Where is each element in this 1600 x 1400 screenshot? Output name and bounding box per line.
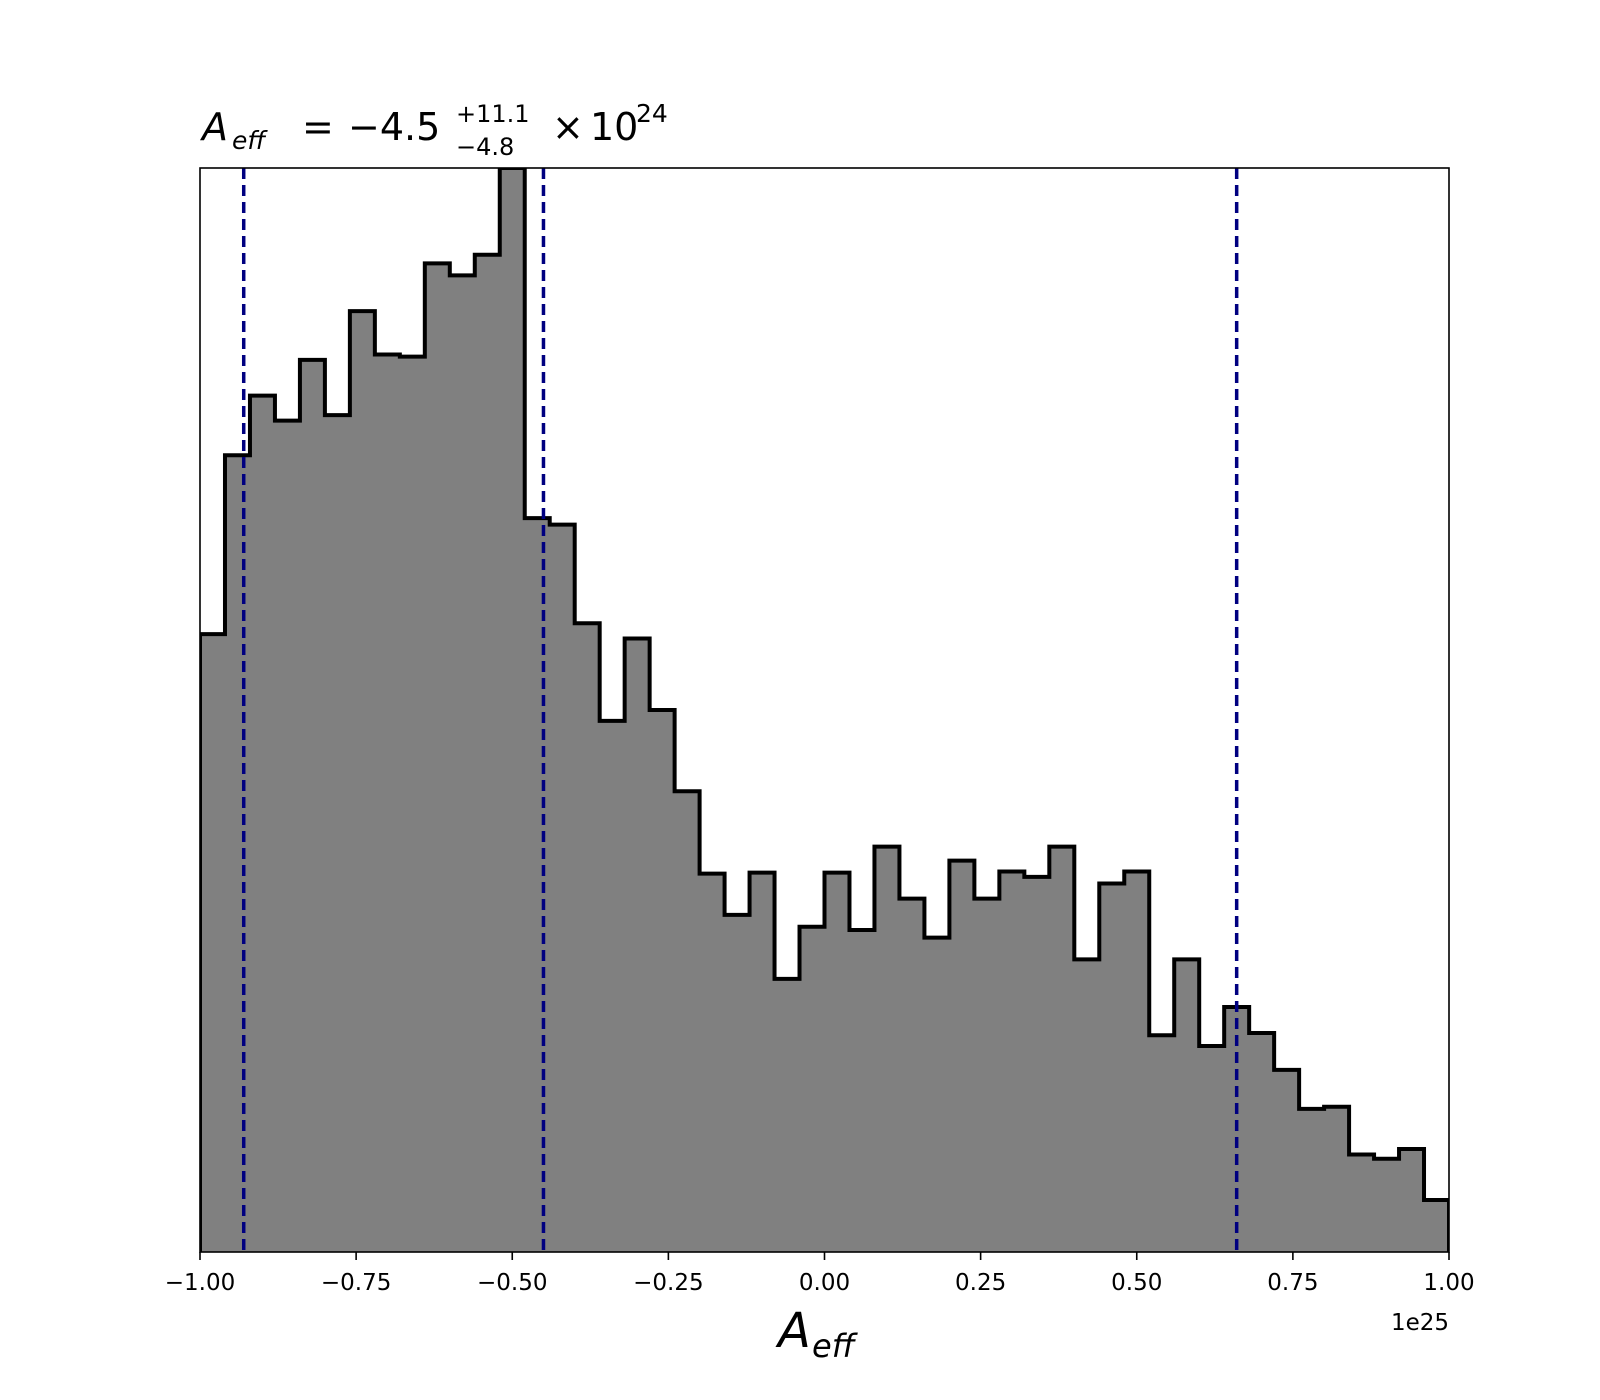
- title-median-value: −4.5: [348, 105, 440, 149]
- histogram-bar: [524, 518, 551, 1252]
- histogram-bar: [424, 263, 451, 1252]
- histogram-bar: [1299, 1108, 1325, 1252]
- histogram-bar: [324, 415, 351, 1252]
- histogram-bar: [274, 420, 301, 1252]
- histogram-bar: [1149, 1035, 1175, 1252]
- x-axis-label-symbol: A: [775, 1303, 811, 1359]
- histogram-bar: [799, 926, 825, 1252]
- histogram-bar: [200, 634, 226, 1252]
- x-tick-label: −1.00: [165, 1270, 235, 1296]
- plot-area: [200, 168, 1449, 1252]
- histogram-bar: [924, 937, 950, 1252]
- histogram-bar: [1399, 1149, 1425, 1252]
- x-tick-label: −0.25: [633, 1270, 703, 1296]
- histogram-bar: [1249, 1033, 1275, 1252]
- histogram-bar: [874, 846, 900, 1252]
- histogram-bar: [724, 914, 751, 1252]
- x-axis-ticks: −1.00 −0.75 −0.50 −0.25 0.00 0.25 0.50 0.75 1.00: [165, 1252, 1475, 1296]
- histogram-bar: [699, 873, 726, 1252]
- histogram-bar: [1124, 871, 1150, 1252]
- histogram-bar: [1199, 1046, 1225, 1252]
- title-equals: =: [302, 105, 334, 149]
- histogram-bar: [299, 359, 326, 1252]
- histogram-bar: [474, 254, 501, 1252]
- title-symbol-subscript: eff: [232, 126, 268, 155]
- histogram-bar: [824, 872, 850, 1252]
- histogram-bar: [749, 872, 776, 1252]
- histogram-bar: [349, 311, 376, 1252]
- histogram-bar: [574, 623, 601, 1252]
- histogram-bar: [1049, 846, 1075, 1252]
- title-lower-error: −4.8: [456, 133, 514, 161]
- histogram-bar: [974, 898, 1000, 1252]
- histogram-bar: [449, 275, 476, 1252]
- x-tick-label: 0.50: [1111, 1270, 1162, 1296]
- x-tick-label: 0.75: [1267, 1270, 1318, 1296]
- histogram-bar: [1274, 1069, 1300, 1252]
- histogram-bar: [849, 930, 875, 1252]
- histogram-bar: [899, 898, 925, 1252]
- histogram-bar: [624, 638, 651, 1252]
- x-tick-label: 0.00: [799, 1270, 850, 1296]
- histogram-bar: [1174, 959, 1200, 1252]
- histogram-bar: [1349, 1154, 1375, 1252]
- histogram-bar: [1074, 959, 1100, 1252]
- histogram-bar: [399, 356, 426, 1252]
- histogram-bar: [224, 455, 251, 1252]
- histogram-bar: [649, 710, 676, 1252]
- x-tick-label: 1.00: [1423, 1270, 1474, 1296]
- histogram-bar: [599, 720, 626, 1252]
- histogram-bar: [249, 395, 276, 1252]
- title-times: ×: [552, 105, 584, 149]
- histogram-bar: [999, 871, 1025, 1252]
- histogram-bar: [949, 860, 975, 1252]
- histogram-bar: [549, 524, 576, 1252]
- histogram-bar: [1374, 1158, 1400, 1252]
- quantile-lines: [241, 168, 1239, 1252]
- histogram-bar: [1424, 1199, 1449, 1252]
- histogram-outline: [200, 168, 1449, 1252]
- histogram-bar: [674, 791, 701, 1252]
- title-symbol: A: [199, 105, 228, 149]
- histogram-bar: [1324, 1106, 1350, 1252]
- x-axis-label-subscript: eff: [812, 1327, 859, 1365]
- x-tick-label: −0.75: [321, 1270, 391, 1296]
- title-upper-error: +11.1: [456, 100, 530, 128]
- title-exponent: 24: [636, 99, 668, 128]
- x-axis-offset-label: 1e25: [1391, 1310, 1449, 1336]
- histogram-bar: [1024, 876, 1050, 1252]
- histogram-bar: [499, 168, 526, 1252]
- x-tick-label: −0.50: [477, 1270, 547, 1296]
- histogram-bar: [1099, 883, 1125, 1252]
- x-tick-label: 0.25: [955, 1270, 1006, 1296]
- histogram-bar: [774, 978, 801, 1252]
- histogram-bar: [374, 354, 401, 1252]
- title-base: 10: [590, 105, 638, 149]
